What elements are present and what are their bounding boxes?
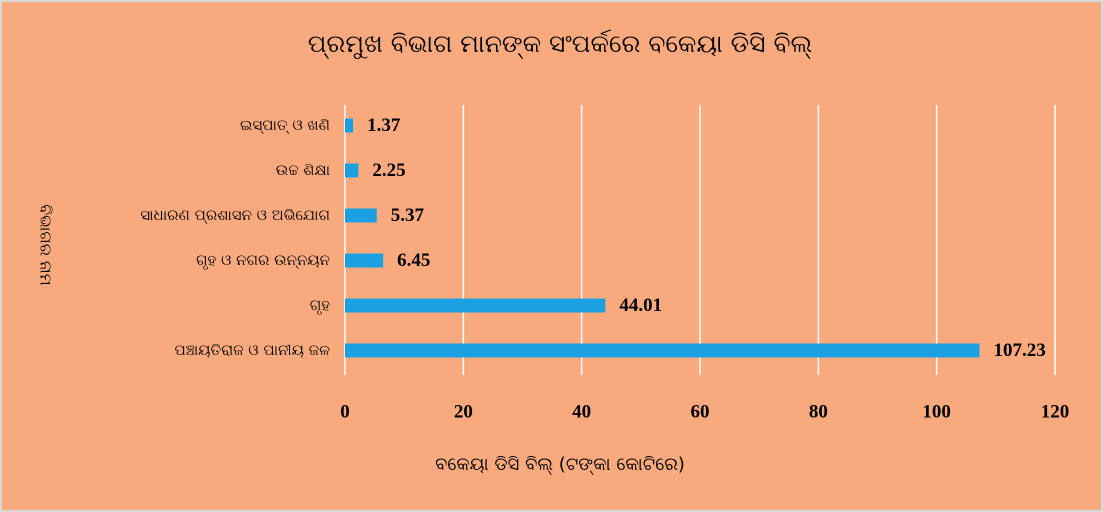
y-tick-label: ଗୃହ ଓ ନଗର ଉନ୍ନୟନ (196, 251, 330, 270)
y-tick-label: ଉଚ୍ଚ ଶିକ୍ଷା (276, 161, 330, 179)
y-tick-label: ସାଧାରଣ ପ୍ରଶାସନ ଓ ଅଭିଯୋଗ (140, 206, 330, 224)
data-label: 107.23 (993, 340, 1045, 361)
y-tick-label: ପଞ୍ଚାୟତିରାଜ ଓ ପାନୀୟ ଜଳ (174, 341, 330, 359)
bar (345, 298, 606, 313)
y-tick-label: ଇସ୍ପାତ୍ ଓ ଖଣି (240, 116, 330, 134)
data-label: 2.25 (372, 160, 405, 181)
data-label: 1.37 (367, 115, 401, 136)
x-tick-label: 120 (1041, 401, 1070, 422)
bar (345, 163, 359, 178)
x-tick-label: 20 (454, 401, 473, 422)
bar (345, 208, 377, 223)
data-label: 6.45 (397, 250, 430, 271)
x-tick-label: 40 (572, 401, 591, 422)
x-tick-label: 0 (340, 401, 350, 422)
x-axis-label: ବକେୟା ଡିସି ବିଲ୍ (ଟଙ୍କା କୋଟିରେ) (435, 454, 685, 475)
y-axis-label: ବିଭାଗର ନାମ (37, 204, 56, 286)
bar (345, 253, 384, 268)
chart-title: ପ୍ରମୁଖ ବିଭାଗ ମାନଙ୍କ ସଂପର୍କରେ ବକେୟା ଡିସି … (308, 29, 813, 59)
x-tick-label: 60 (691, 401, 710, 422)
data-label: 44.01 (619, 295, 662, 316)
bar (345, 343, 980, 358)
x-tick-label: 100 (922, 401, 951, 422)
x-tick-label: 80 (809, 401, 828, 422)
data-label: 5.37 (391, 205, 425, 226)
y-tick-label: ଗୃହ (310, 296, 331, 315)
bar (345, 118, 354, 133)
